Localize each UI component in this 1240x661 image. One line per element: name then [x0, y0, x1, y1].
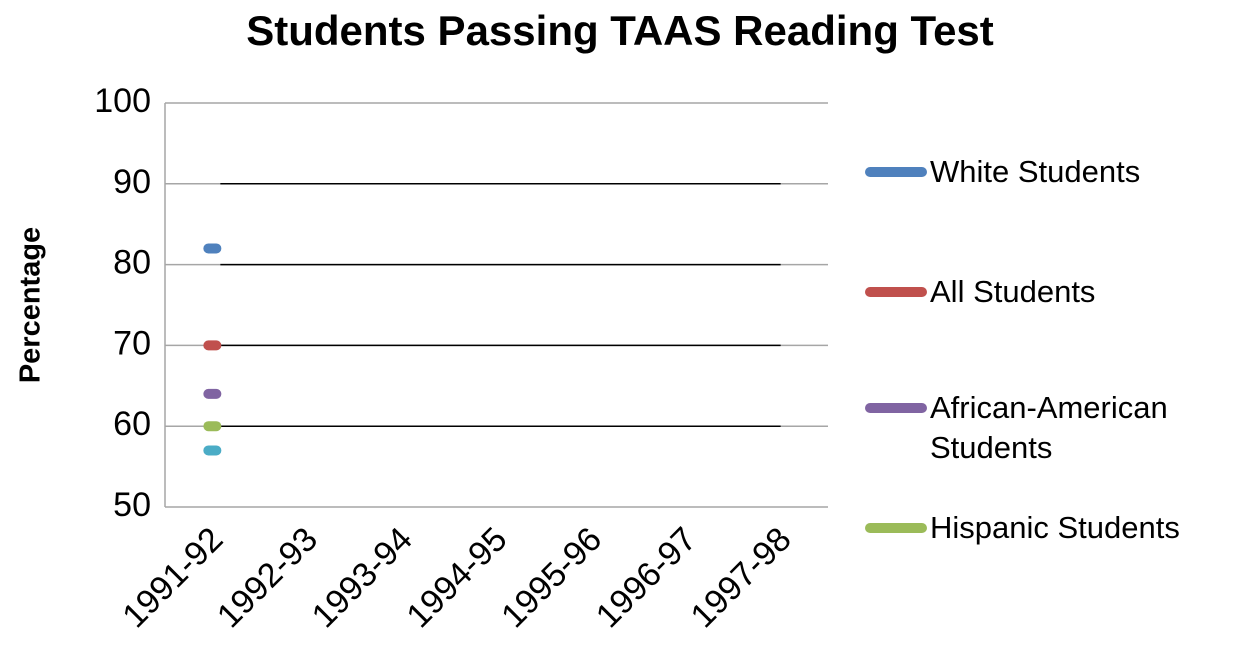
- y-tick-label: 60: [113, 405, 151, 443]
- chart-title: Students Passing TAAS Reading Test: [246, 7, 994, 54]
- x-tick-label: 1997-98: [684, 520, 799, 635]
- legend-label: White Students: [930, 154, 1141, 189]
- legend-label: Hispanic Students: [930, 510, 1180, 545]
- y-tick-label: 80: [113, 244, 151, 282]
- x-tick-label: 1992-93: [210, 520, 325, 635]
- x-tick-label: 1995-96: [494, 520, 609, 635]
- legend-label: African-American Students: [930, 390, 1168, 465]
- y-axis-label: Percentage: [15, 227, 47, 383]
- x-tick-label: 1993-94: [305, 520, 420, 635]
- x-tick-label: 1991-92: [115, 520, 230, 635]
- y-tick-label: 50: [113, 486, 151, 524]
- x-tick-label: 1994-95: [399, 520, 514, 635]
- x-tick-label: 1996-97: [589, 520, 704, 635]
- y-tick-label: 100: [94, 82, 151, 120]
- y-tick-label: 90: [113, 163, 151, 201]
- legend-label: All Students: [930, 274, 1096, 309]
- y-tick-label: 70: [113, 324, 151, 362]
